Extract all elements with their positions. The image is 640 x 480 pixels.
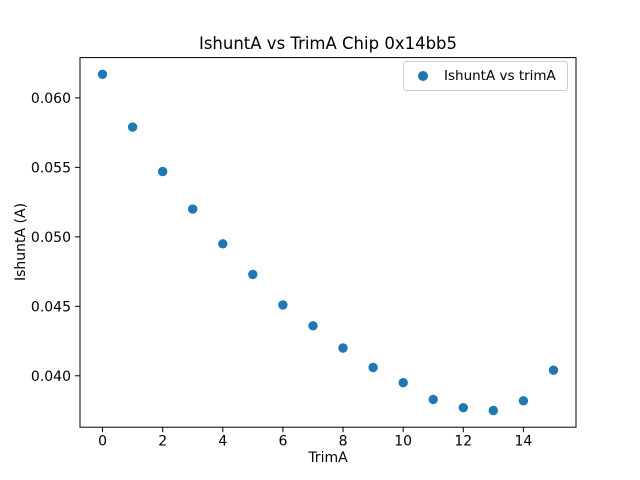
x-tick-label: 10 <box>394 434 412 450</box>
data-point <box>338 343 348 353</box>
x-tick-label: 4 <box>218 434 227 450</box>
data-point <box>368 362 378 373</box>
x-tick-label: 2 <box>158 434 167 450</box>
data-point <box>127 122 138 132</box>
data-point <box>248 269 258 280</box>
data-point <box>488 405 498 416</box>
legend: IshuntA vs trimA <box>403 61 568 91</box>
data-point <box>518 396 529 406</box>
y-tick-label: 0.060 <box>31 91 71 107</box>
data-point <box>97 69 108 80</box>
x-tick-label: 0 <box>98 434 107 450</box>
axes-frame <box>79 57 577 428</box>
data-point <box>158 166 168 177</box>
y-axis-label: IshuntA (A) <box>13 202 29 282</box>
data-point <box>188 204 198 214</box>
data-point <box>398 378 408 388</box>
legend-marker-icon <box>418 71 428 81</box>
x-tick-label: 8 <box>339 434 348 450</box>
x-tick-label: 14 <box>514 434 532 450</box>
data-point <box>308 321 318 331</box>
data-point <box>548 365 559 375</box>
data-point <box>278 300 288 310</box>
x-tick-label: 12 <box>454 434 472 450</box>
legend-label: IshuntA vs trimA <box>444 68 556 84</box>
chart-title: IshuntA vs TrimA Chip 0x14bb5 <box>198 34 458 53</box>
x-tick-label: 6 <box>278 434 287 450</box>
y-tick-label: 0.045 <box>31 299 71 315</box>
data-point <box>428 394 438 405</box>
data-point <box>218 239 228 249</box>
x-axis-label: TrimA <box>308 450 348 466</box>
y-tick-label: 0.055 <box>31 160 71 176</box>
data-point <box>458 403 468 413</box>
y-tick-label: 0.050 <box>31 230 71 246</box>
y-tick-label: 0.040 <box>31 369 71 385</box>
